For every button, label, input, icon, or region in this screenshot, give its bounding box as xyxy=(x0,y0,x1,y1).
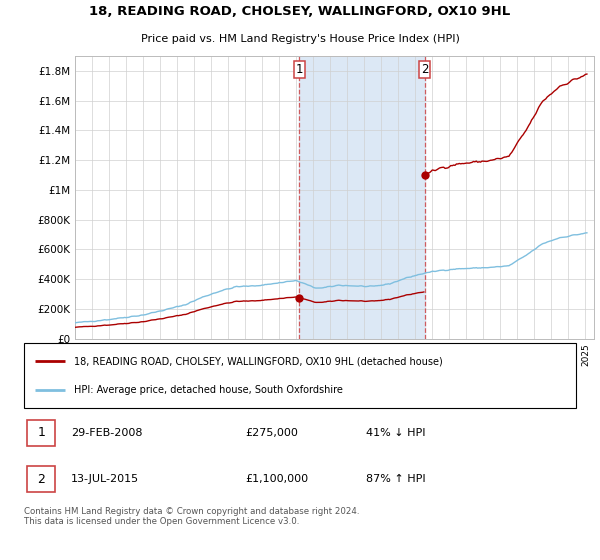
Text: 2: 2 xyxy=(421,63,428,76)
Text: 18, READING ROAD, CHOLSEY, WALLINGFORD, OX10 9HL: 18, READING ROAD, CHOLSEY, WALLINGFORD, … xyxy=(89,5,511,18)
Bar xyxy=(27,419,55,446)
Text: 1: 1 xyxy=(295,63,303,76)
Text: 29-FEB-2008: 29-FEB-2008 xyxy=(71,428,142,438)
Text: 41% ↓ HPI: 41% ↓ HPI xyxy=(366,428,426,438)
Text: £275,000: £275,000 xyxy=(245,428,298,438)
Text: Price paid vs. HM Land Registry's House Price Index (HPI): Price paid vs. HM Land Registry's House … xyxy=(140,34,460,44)
Text: 18, READING ROAD, CHOLSEY, WALLINGFORD, OX10 9HL (detached house): 18, READING ROAD, CHOLSEY, WALLINGFORD, … xyxy=(74,356,442,366)
Text: 2: 2 xyxy=(37,473,45,486)
Text: 1: 1 xyxy=(37,426,45,440)
Bar xyxy=(299,56,425,339)
Text: 87% ↑ HPI: 87% ↑ HPI xyxy=(366,474,426,484)
Text: £1,100,000: £1,100,000 xyxy=(245,474,308,484)
Bar xyxy=(27,466,55,492)
Text: HPI: Average price, detached house, South Oxfordshire: HPI: Average price, detached house, Sout… xyxy=(74,385,343,395)
Text: 13-JUL-2015: 13-JUL-2015 xyxy=(71,474,139,484)
Text: Contains HM Land Registry data © Crown copyright and database right 2024.
This d: Contains HM Land Registry data © Crown c… xyxy=(24,507,359,526)
